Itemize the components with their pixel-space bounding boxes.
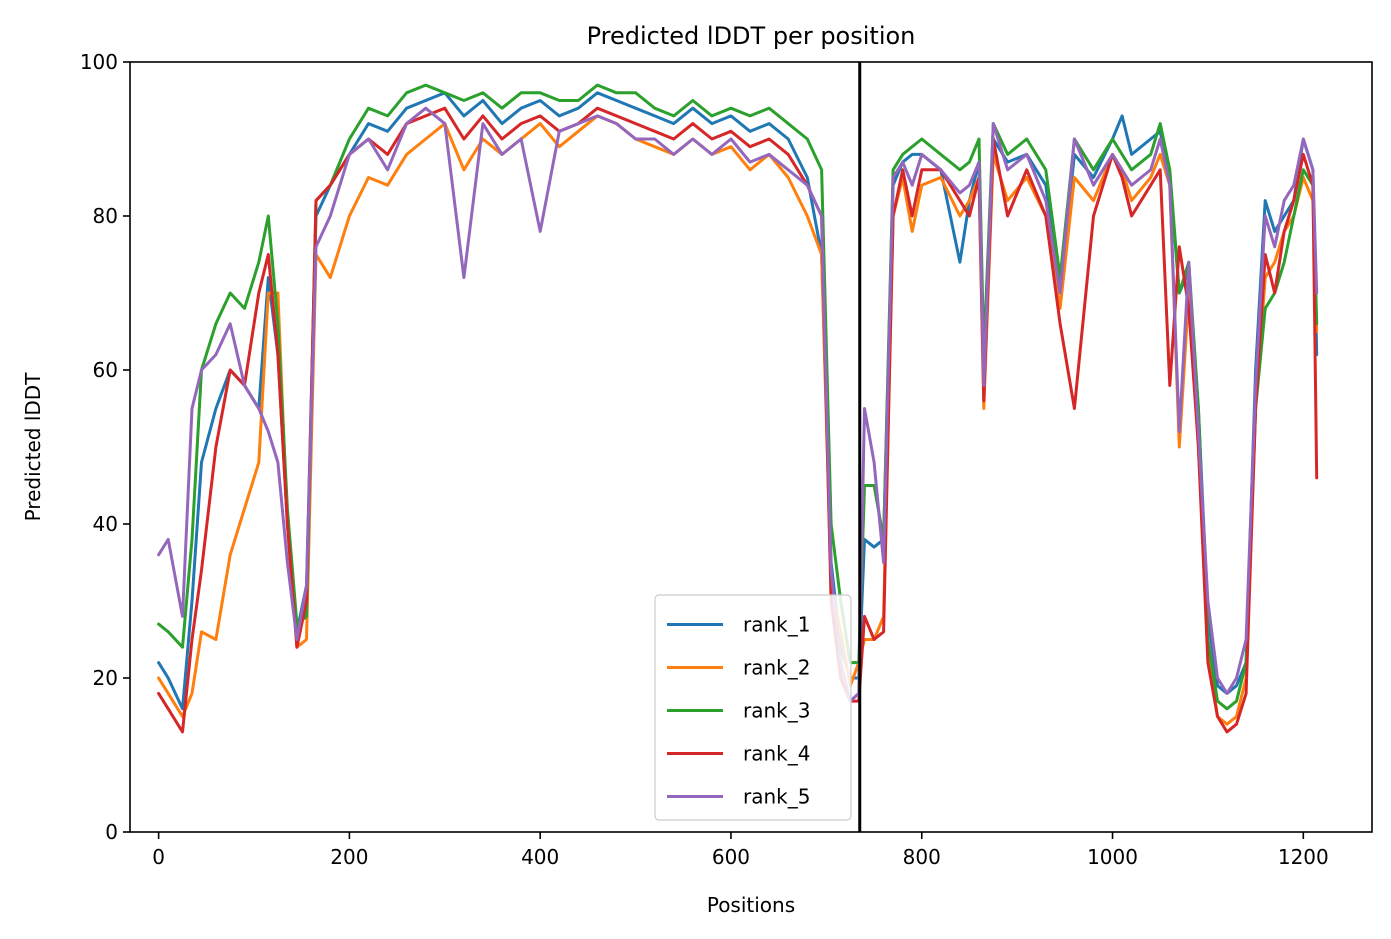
legend: rank_1 rank_2 rank_3 rank_4 rank_5 <box>654 594 852 821</box>
plot-frame <box>129 61 1373 833</box>
y-tick-label: 0 <box>105 820 118 844</box>
x-axis: 0 200 400 600 800 1000 1200 <box>152 832 1329 869</box>
y-axis-label: Predicted lDDT <box>21 372 45 522</box>
chart-title: Predicted lDDT per position <box>587 22 916 50</box>
legend-label-rank_3: rank_3 <box>743 699 810 723</box>
y-tick-label: 40 <box>93 512 118 536</box>
x-tick-label: 1200 <box>1278 845 1329 869</box>
legend-label-rank_4: rank_4 <box>743 742 810 766</box>
x-tick-label: 800 <box>903 845 941 869</box>
y-tick-label: 80 <box>93 204 118 228</box>
legend-label-rank_2: rank_2 <box>743 656 810 680</box>
y-tick-label: 20 <box>93 666 118 690</box>
y-tick-label: 60 <box>93 358 118 382</box>
y-axis: 0 20 40 60 80 100 <box>80 50 130 844</box>
x-axis-label: Positions <box>707 893 795 917</box>
x-tick-label: 0 <box>152 845 165 869</box>
legend-box <box>654 594 852 821</box>
x-tick-label: 600 <box>712 845 750 869</box>
x-tick-label: 200 <box>330 845 368 869</box>
x-tick-label: 1000 <box>1087 845 1138 869</box>
x-tick-label: 400 <box>521 845 559 869</box>
legend-label-rank_5: rank_5 <box>743 785 810 809</box>
y-tick-label: 100 <box>80 50 118 74</box>
legend-label-rank_1: rank_1 <box>743 613 810 637</box>
